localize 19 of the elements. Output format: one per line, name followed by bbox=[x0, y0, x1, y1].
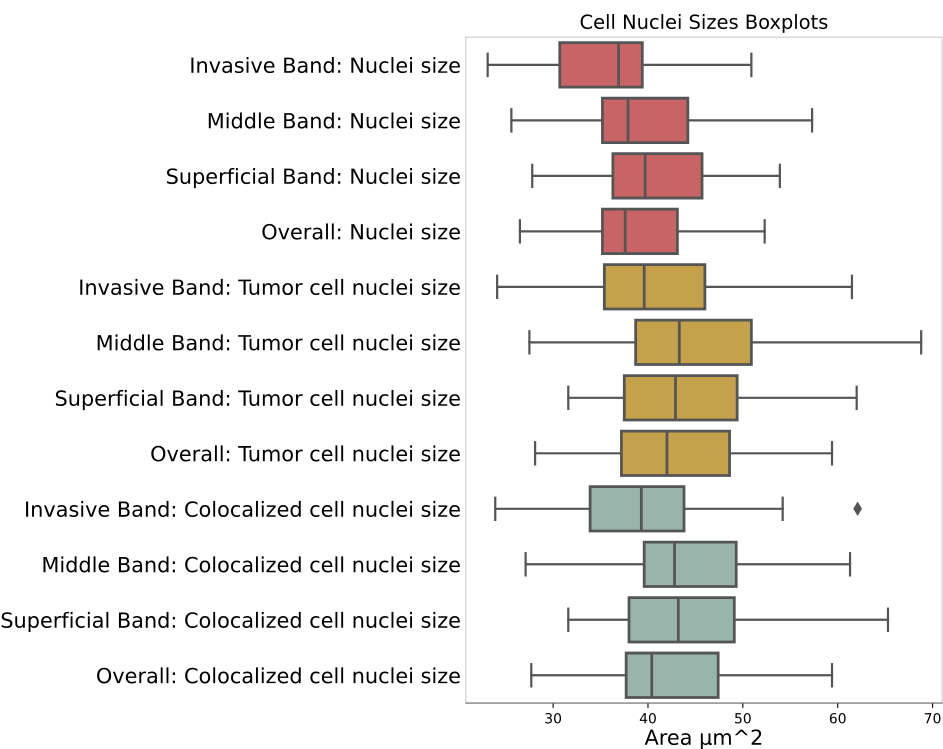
y-tick-label: Invasive Band: Tumor cell nuclei size bbox=[80, 278, 460, 296]
y-tick-label: Invasive Band: Nuclei size bbox=[191, 56, 460, 74]
x-tick-label: 40 bbox=[640, 712, 656, 724]
y-tick-label: Middle Band: Nuclei size bbox=[208, 112, 460, 129]
y-tick-label: Middle Band: Tumor cell nuclei size bbox=[98, 334, 460, 351]
chart-title: Cell Nuclei Sizes Boxplots bbox=[580, 14, 828, 33]
x-tick-label: 70 bbox=[924, 712, 940, 724]
y-tick-label: Middle Band: Colocalized cell nuclei size bbox=[43, 556, 460, 572]
x-tick-label: 50 bbox=[735, 712, 751, 724]
y-tick-label: Superficial Band: Colocalized cell nuclei size bbox=[2, 612, 460, 632]
y-tick-label: Overall: Colocalized cell nuclei size bbox=[97, 667, 460, 684]
y-tick-label: Superficial Band: Nuclei size bbox=[166, 168, 460, 188]
x-axis-title: Area µm^2 bbox=[644, 729, 762, 749]
y-tick-label: Overall: Tumor cell nuclei size bbox=[151, 445, 460, 462]
x-tick-label: 30 bbox=[545, 712, 562, 724]
x-tick-label: 60 bbox=[830, 712, 846, 724]
y-tick-label: Invasive Band: Colocalized cell nuclei size bbox=[26, 500, 460, 518]
y-tick-label: Superficial Band: Tumor cell nuclei size bbox=[56, 390, 460, 410]
y-tick-label: Overall: Nuclei size bbox=[262, 223, 460, 240]
